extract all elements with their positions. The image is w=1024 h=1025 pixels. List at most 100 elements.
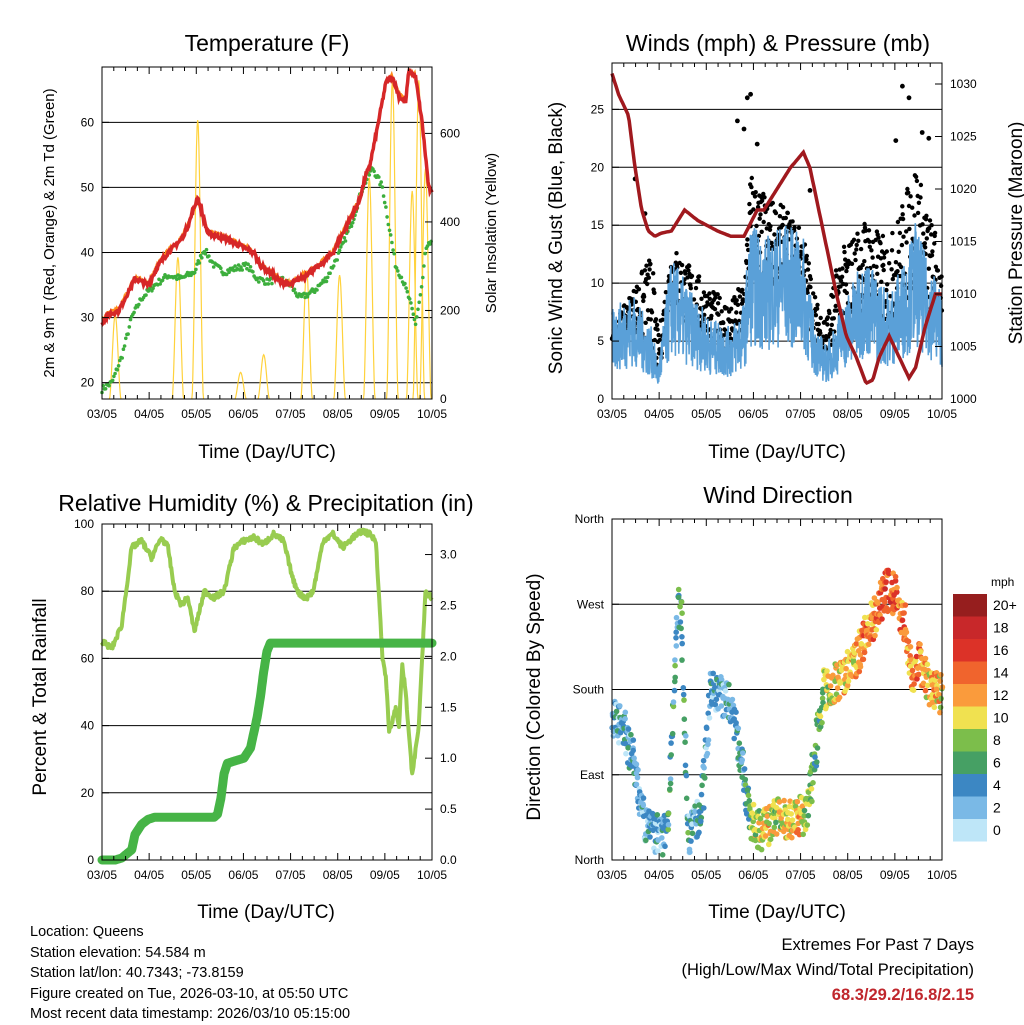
dewpoint-point [413, 322, 418, 327]
direction-point [710, 670, 716, 677]
dewpoint-point [227, 270, 231, 275]
gust-point [688, 286, 693, 291]
wind-xtick-label: 08/05 [833, 407, 863, 421]
direction-point [933, 686, 940, 693]
dewpoint-point [404, 286, 408, 290]
direction-point [706, 715, 713, 721]
wind-ytick-label: 25 [591, 102, 605, 116]
dewpoint-point [403, 281, 407, 286]
direction-point [700, 757, 707, 764]
rh-xtick-label: 06/05 [228, 868, 258, 882]
wind-ytick-label: 0 [597, 392, 604, 406]
colorbar-swatch [953, 751, 987, 774]
direction-point [937, 704, 944, 711]
direction-point [907, 663, 914, 670]
gust-point [715, 301, 721, 306]
temp-ytick-label: 40 [81, 246, 95, 260]
dir-xtick-label: 06/05 [738, 868, 768, 882]
dewpoint-point [261, 278, 266, 283]
rain-ytick-right-label: 0.0 [440, 853, 457, 867]
created-text: Figure created on Tue, 2026-03-10, at 05… [30, 985, 349, 1002]
direction-point [692, 808, 698, 815]
temperature-ylabel: 2m & 9m T (Red, Orange) & 2m Td (Green) [41, 88, 58, 377]
direction-point [909, 667, 916, 674]
direction-point [659, 835, 665, 841]
solar-ytick-right-label: 600 [440, 126, 460, 140]
gust-point [811, 291, 816, 296]
dewpoint-point [194, 267, 198, 272]
gust-point [699, 296, 704, 301]
gust-point [792, 225, 797, 230]
gust-point [867, 244, 872, 249]
gust-point [755, 204, 761, 210]
temp-xtick-label: 03/05 [87, 407, 117, 421]
direction-title: Wind Direction [703, 482, 853, 508]
dewpoint-point [385, 215, 389, 219]
gust-point [814, 306, 820, 311]
temp-xtick-label: 06/05 [228, 407, 258, 421]
direction-point [764, 813, 771, 819]
dewpoint-point [415, 315, 419, 319]
gust-point [645, 281, 650, 287]
gust-point [893, 138, 899, 144]
direction-point [667, 780, 674, 787]
recent-text: Most recent data timestamp: 2026/03/10 0… [30, 1006, 351, 1022]
dewpoint-point [120, 356, 124, 360]
gust-point [807, 188, 813, 193]
direction-point [752, 837, 759, 844]
gust-point [812, 295, 818, 300]
dewpoint-point [211, 265, 216, 269]
gust-point [881, 267, 886, 273]
direction-point [631, 755, 637, 761]
direction-point [680, 685, 687, 691]
direction-point [920, 680, 927, 687]
direction-point [698, 818, 704, 825]
direction-point [689, 830, 696, 837]
gust-point [734, 298, 739, 303]
gust-point [702, 312, 707, 318]
direction-point [907, 644, 914, 650]
dewpoint-point [236, 263, 241, 267]
temp-ytick-label: 50 [81, 180, 95, 194]
dewpoint-point [126, 332, 130, 336]
gust-point [762, 195, 767, 200]
winds-title: Winds (mph) & Pressure (mb) [626, 30, 930, 56]
gust-point [735, 302, 741, 307]
gust-point [685, 275, 690, 280]
direction-point [795, 827, 801, 833]
direction-point [745, 792, 752, 799]
dewpoint-point [246, 262, 250, 267]
gust-point [701, 290, 707, 295]
direction-point [675, 594, 682, 601]
direction-point [733, 709, 739, 715]
gust-point [870, 255, 875, 260]
gust-point [897, 230, 903, 236]
direction-point [902, 602, 909, 608]
dewpoint-point [137, 302, 141, 307]
direction-point [773, 831, 780, 837]
wind-xtick-label: 09/05 [880, 407, 910, 421]
dewpoint-point [239, 265, 243, 269]
dewpoint-point [342, 236, 347, 240]
colorbar-label: 0 [993, 822, 1001, 838]
gust-point [648, 317, 653, 322]
gust-point [754, 141, 760, 147]
direction-point [643, 837, 649, 844]
gust-point [849, 261, 855, 266]
direction-point [882, 599, 888, 605]
colorbar-swatch [953, 616, 987, 639]
direction-point [843, 665, 849, 672]
colorbar-label: 8 [993, 732, 1001, 748]
direction-point [804, 822, 811, 828]
gust-point [796, 225, 802, 230]
gust-point [805, 267, 811, 272]
colorbar-swatch [953, 796, 987, 819]
gust-point [754, 223, 759, 229]
direction-point [635, 767, 641, 773]
dir-xtick-label: 08/05 [833, 868, 863, 882]
gust-point [927, 218, 933, 223]
dewpoint-point [419, 285, 424, 289]
dewpoint-point [204, 247, 209, 252]
sonic-wind-line [611, 223, 943, 384]
